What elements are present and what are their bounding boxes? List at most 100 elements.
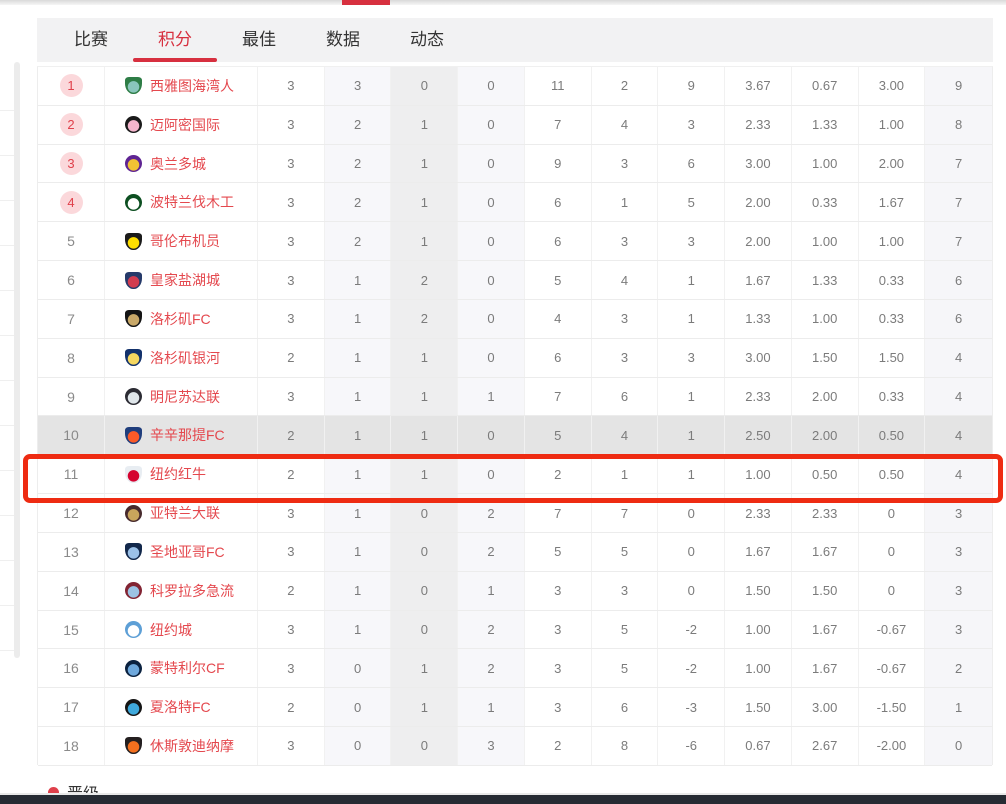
stat-cell: 1.00: [792, 222, 859, 261]
stat-cell: 1: [391, 688, 459, 727]
stat-cell: 3: [592, 222, 659, 261]
rank-badge: 1: [59, 74, 83, 98]
stat-cell: 3: [592, 144, 659, 183]
rank-number: 6: [67, 272, 75, 289]
table-row[interactable]: 12 亚特兰大联 3 1 0 2 7 7 0 2.33 2.33 0 3: [38, 494, 992, 533]
stat-cell: 5: [525, 261, 592, 299]
table-row[interactable]: 11 纽约红牛 2 1 1 0 2 1 1 1.00 0.50 0.50 4: [38, 455, 992, 495]
page-top-shadow: [0, 0, 1006, 5]
stat-cell: 1: [391, 455, 459, 494]
stat-cell: 7: [525, 105, 592, 144]
stat-cell: 7: [592, 494, 659, 532]
stat-cell: 3.00: [725, 338, 792, 377]
table-row[interactable]: 18 休斯敦迪纳摩 3 0 0 3 2 8 -6 0.67 2.67 -2.00 0: [38, 727, 992, 766]
stat-cell: 4: [925, 338, 992, 377]
table-row[interactable]: 7 洛杉矶FC 3 1 2 0 4 3 1 1.33 1.00 0.33 6: [38, 299, 992, 339]
table-row[interactable]: 14 科罗拉多急流 2 1 0 1 3 3 0 1.50 1.50 0 3: [38, 571, 992, 611]
stat-cell: 0: [324, 727, 392, 765]
stat-cell: 2.00: [725, 183, 792, 222]
stat-cell: 1.67: [725, 261, 792, 299]
table-row[interactable]: 8 洛杉矶银河 2 1 1 0 6 3 3 3.00 1.50 1.50 4: [38, 338, 992, 378]
rank-badge: 2: [59, 113, 83, 137]
stat-cell: 0: [458, 144, 525, 183]
table-row[interactable]: 6 皇家盐湖城 3 1 2 0 5 4 1 1.67 1.33 0.33 6: [38, 261, 992, 300]
stat-cell: 1: [324, 532, 392, 571]
stat-cell: 1.33: [792, 261, 859, 299]
stat-cell: 3: [258, 67, 325, 105]
table-row[interactable]: 16 蒙特利尔CF 3 0 1 2 3 5 -2 1.00 1.67 -0.67 2: [38, 649, 992, 689]
table-row[interactable]: 17 夏洛特FC 2 0 1 1 3 6 -3 1.50 3.00 -1.50 1: [38, 688, 992, 728]
stat-cell: 3: [658, 222, 726, 261]
stat-cell: 9: [525, 144, 592, 183]
team-logo-icon: [125, 388, 142, 406]
table-row[interactable]: 3 奥兰多城 3 2 1 0 9 3 6 3.00 1.00 2.00 7: [38, 144, 992, 184]
stat-cell: 5: [592, 532, 659, 571]
stat-cell: 1.50: [725, 688, 792, 727]
stat-cell: 3: [525, 610, 592, 649]
table-row[interactable]: 1 西雅图海湾人 3 3 0 0 11 2 9 3.67 0.67 3.00 9: [38, 67, 992, 106]
stat-cell: 1: [391, 144, 459, 183]
stat-cell: 1.67: [792, 610, 859, 649]
table-row[interactable]: 10 辛辛那提FC 2 1 1 0 5 4 1 2.50 2.00 0.50 4: [38, 416, 992, 456]
stat-cell: 1: [324, 338, 392, 377]
stat-cell: 0: [391, 67, 459, 105]
tab-1[interactable]: 比赛: [74, 30, 108, 49]
stat-cell: 0.67: [725, 727, 792, 765]
stat-cell: 0.50: [792, 455, 859, 494]
stat-cell: 9: [658, 67, 726, 105]
stat-cell: 1: [324, 455, 392, 494]
stat-cell: 0: [458, 261, 525, 299]
stat-cell: 3: [592, 338, 659, 377]
tab-2[interactable]: 积分: [133, 18, 217, 62]
team-logo-icon: [125, 698, 142, 716]
table-row[interactable]: 9 明尼苏达联 3 1 1 1 7 6 1 2.33 2.00 0.33 4: [38, 377, 992, 417]
stat-cell: 0: [458, 183, 525, 222]
stat-cell: 1.00: [792, 144, 859, 183]
table-row[interactable]: 2 迈阿密国际 3 2 1 0 7 4 3 2.33 1.33 1.00 8: [38, 105, 992, 145]
stat-cell: 2.33: [725, 377, 792, 416]
tab-3[interactable]: 最佳: [242, 30, 276, 49]
table-row[interactable]: 13 圣地亚哥FC 3 1 0 2 5 5 0 1.67 1.67 0 3: [38, 532, 992, 572]
stat-cell: 2: [458, 649, 525, 688]
team-name: 哥伦布机员: [150, 233, 220, 250]
table-row[interactable]: 5 哥伦布机员 3 2 1 0 6 3 3 2.00 1.00 1.00 7: [38, 222, 992, 262]
stat-cell: 4: [591, 416, 659, 455]
stat-cell: -2.00: [859, 727, 926, 765]
stat-cell: 0: [391, 494, 459, 532]
top-active-tab-indicator: [342, 0, 390, 5]
stat-cell: 4: [925, 377, 992, 416]
stat-cell: 0.33: [859, 261, 926, 299]
stat-cell: 0: [658, 532, 726, 571]
tab-4[interactable]: 数据: [326, 30, 360, 49]
stat-cell: 1: [658, 261, 726, 299]
table-row[interactable]: 15 纽约城 3 1 0 2 3 5 -2 1.00 1.67 -0.67 3: [38, 610, 992, 650]
team-logo-icon: [125, 116, 142, 134]
stat-cell: 3: [258, 222, 325, 261]
table-row[interactable]: 4 波特兰伐木工 3 2 1 0 6 1 5 2.00 0.33 1.67 7: [38, 183, 992, 223]
stat-cell: 0: [859, 494, 926, 532]
stat-cell: 0.50: [858, 416, 926, 455]
rank-number: 7: [67, 310, 75, 327]
tab-5[interactable]: 动态: [410, 30, 444, 49]
stat-cell: 1: [458, 688, 525, 727]
stat-cell: 2: [258, 571, 325, 610]
stat-cell: 1: [391, 377, 459, 416]
stat-cell: 7: [525, 494, 592, 532]
stat-cell: 0: [859, 571, 926, 610]
stat-cell: 1: [391, 416, 459, 455]
stat-cell: 1.33: [792, 105, 859, 144]
stat-cell: 4: [592, 261, 659, 299]
team-name: 迈阿密国际: [150, 116, 220, 133]
stat-cell: 2.00: [859, 144, 926, 183]
stat-cell: 0.33: [859, 299, 926, 338]
tab-bar: 比赛 积分 最佳 数据 动态: [37, 18, 993, 62]
team-name: 圣地亚哥FC: [150, 543, 225, 560]
stat-cell: 8: [925, 105, 992, 144]
left-panel-scrollbar[interactable]: [14, 62, 20, 658]
stat-cell: 6: [525, 338, 592, 377]
stat-cell: 11: [525, 67, 592, 105]
stat-cell: 1: [324, 494, 392, 532]
stat-cell: 3: [525, 688, 592, 727]
team-name: 洛杉矶FC: [150, 310, 211, 327]
stat-cell: 3: [525, 649, 592, 688]
